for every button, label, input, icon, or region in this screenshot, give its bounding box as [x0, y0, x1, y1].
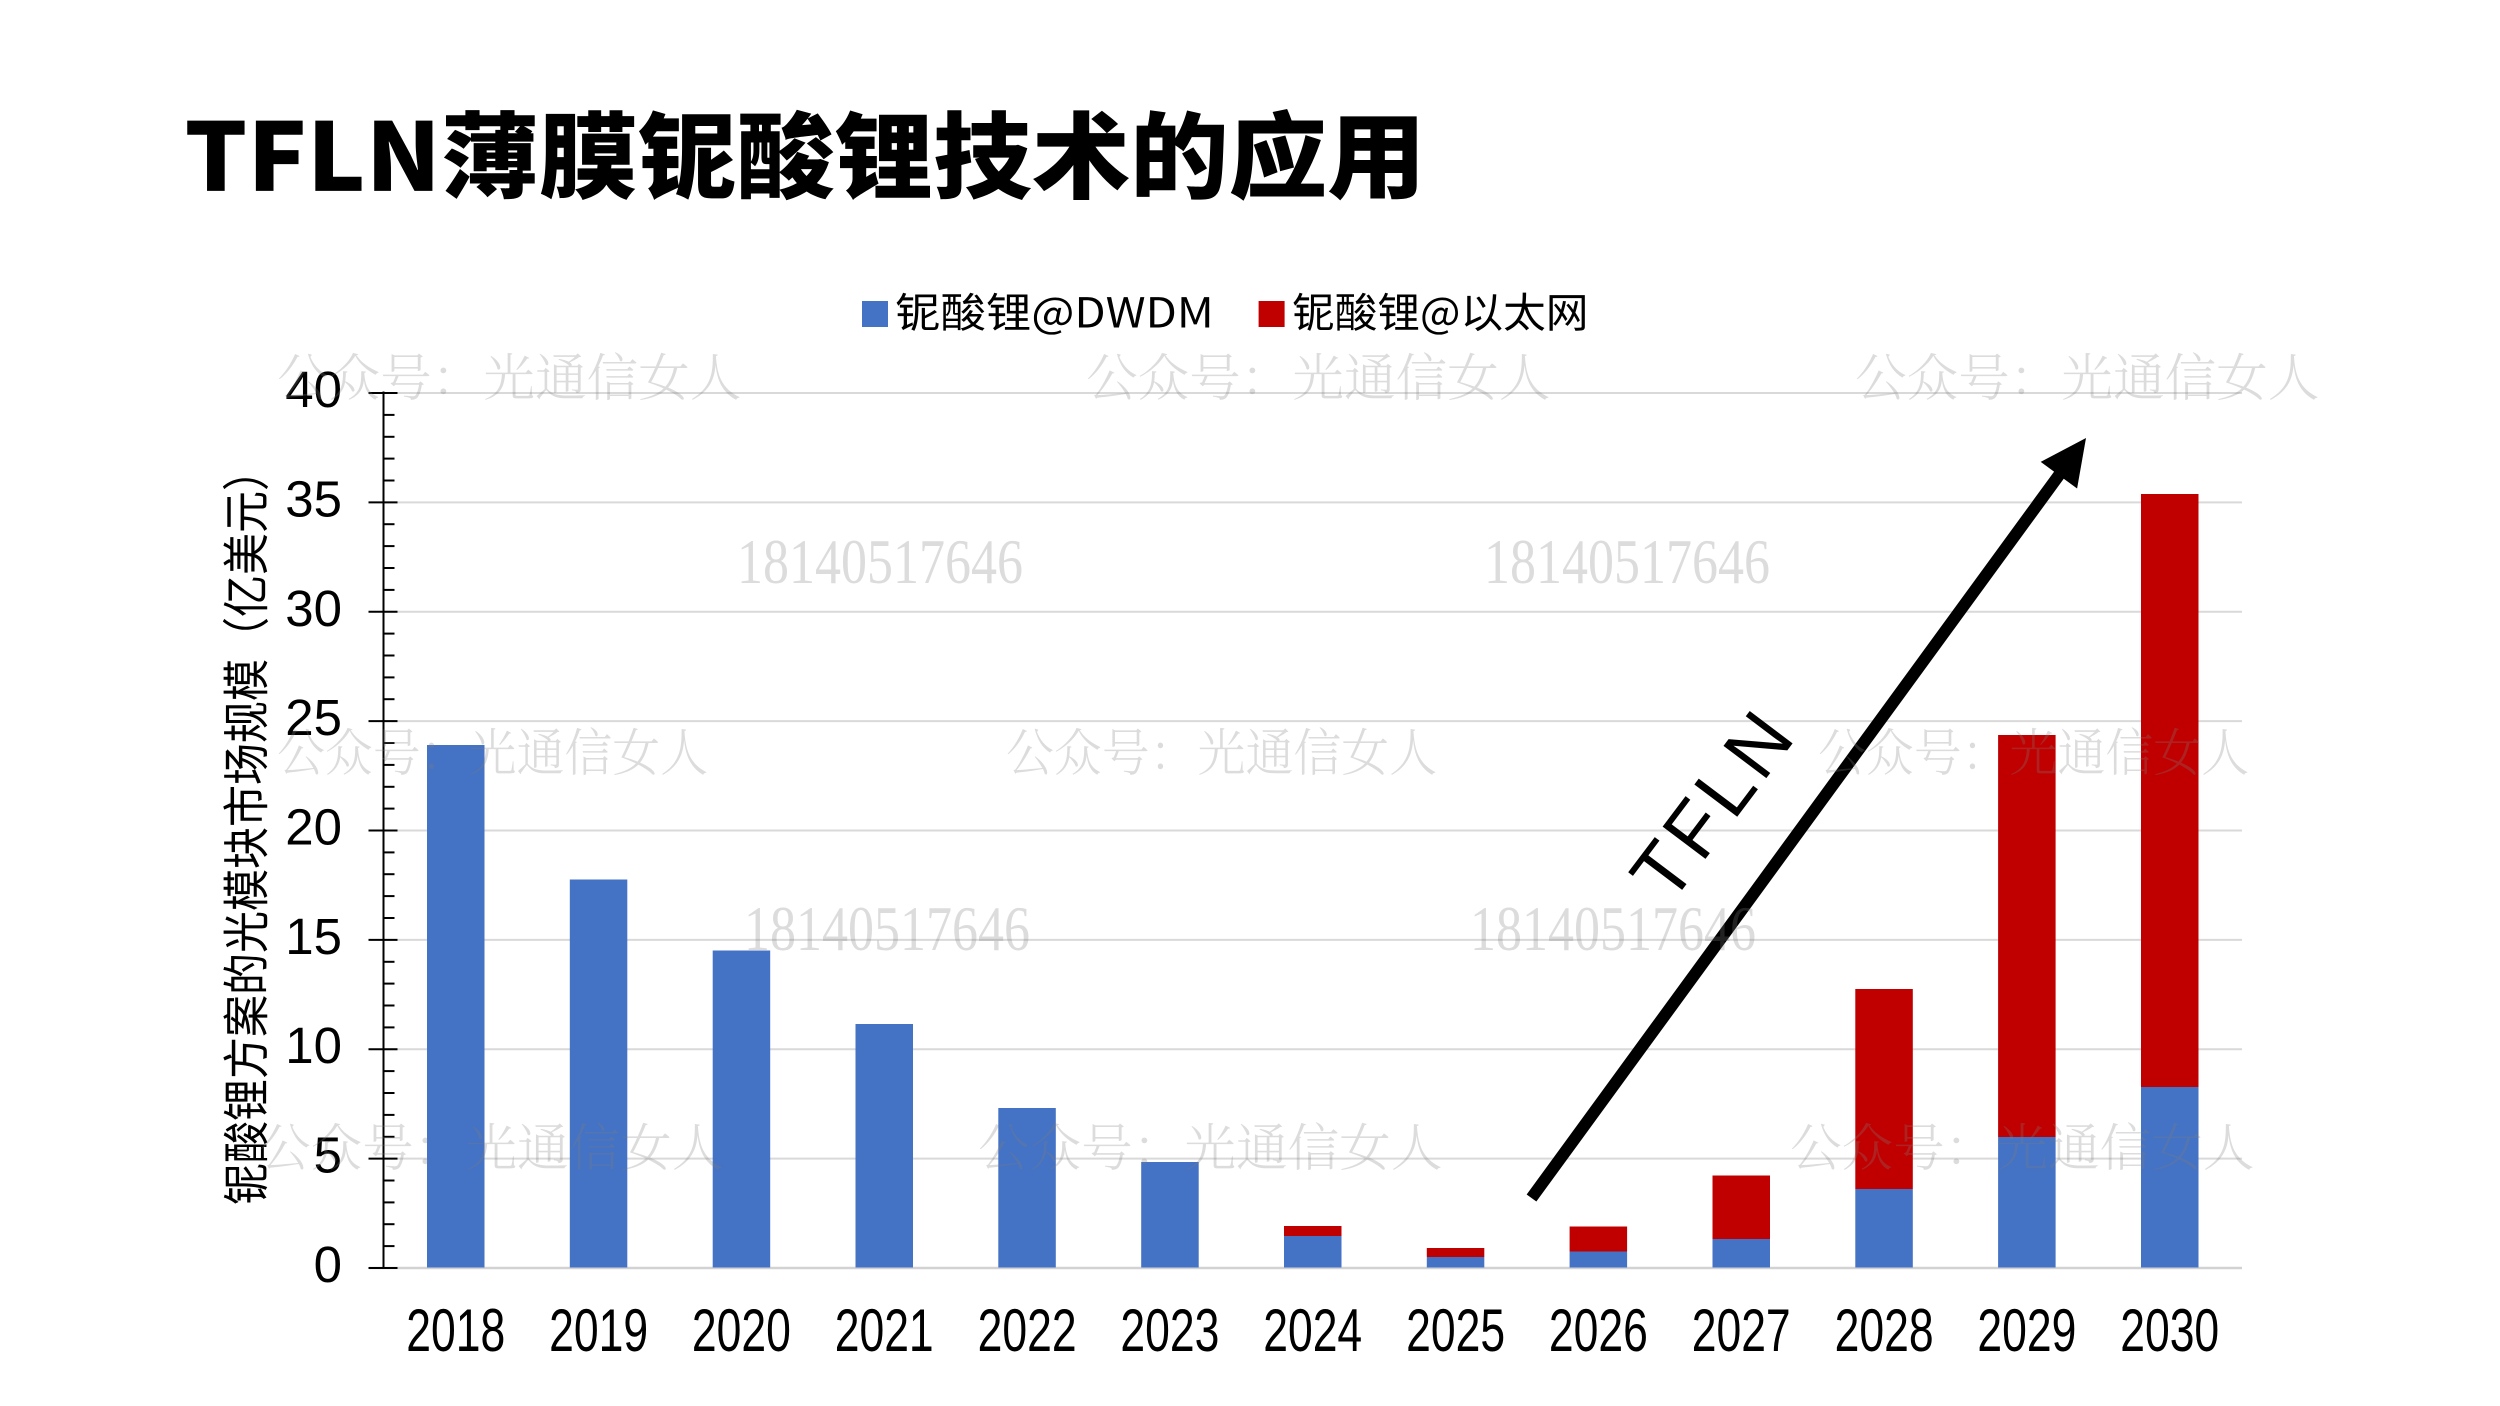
svg-text:2019: 2019 — [549, 1297, 648, 1364]
svg-text:18140517646: 18140517646 — [744, 894, 1030, 964]
svg-text:2025: 2025 — [1406, 1297, 1505, 1364]
svg-text:2024: 2024 — [1263, 1297, 1362, 1364]
svg-text:10: 10 — [285, 1017, 342, 1074]
svg-text:2027: 2027 — [1692, 1297, 1791, 1364]
svg-text:20: 20 — [285, 799, 342, 856]
svg-text:2028: 2028 — [1835, 1297, 1934, 1364]
svg-text:2020: 2020 — [692, 1297, 791, 1364]
svg-text:2026: 2026 — [1549, 1297, 1648, 1364]
svg-text:2029: 2029 — [1977, 1297, 2076, 1364]
svg-text:15: 15 — [285, 908, 342, 965]
svg-text:18140517646: 18140517646 — [737, 527, 1023, 597]
svg-text:18140517646: 18140517646 — [1470, 894, 1756, 964]
svg-text:2022: 2022 — [978, 1297, 1077, 1364]
svg-text:40: 40 — [285, 361, 342, 418]
svg-text:25: 25 — [285, 689, 342, 746]
svg-text:18140517646: 18140517646 — [1484, 527, 1770, 597]
svg-text:35: 35 — [285, 470, 342, 527]
svg-text:30: 30 — [285, 580, 342, 637]
svg-text:2023: 2023 — [1120, 1297, 1219, 1364]
svg-text:0: 0 — [314, 1236, 342, 1293]
svg-text:2021: 2021 — [835, 1297, 934, 1364]
svg-text:2030: 2030 — [2120, 1297, 2219, 1364]
svg-text:2018: 2018 — [406, 1297, 505, 1364]
